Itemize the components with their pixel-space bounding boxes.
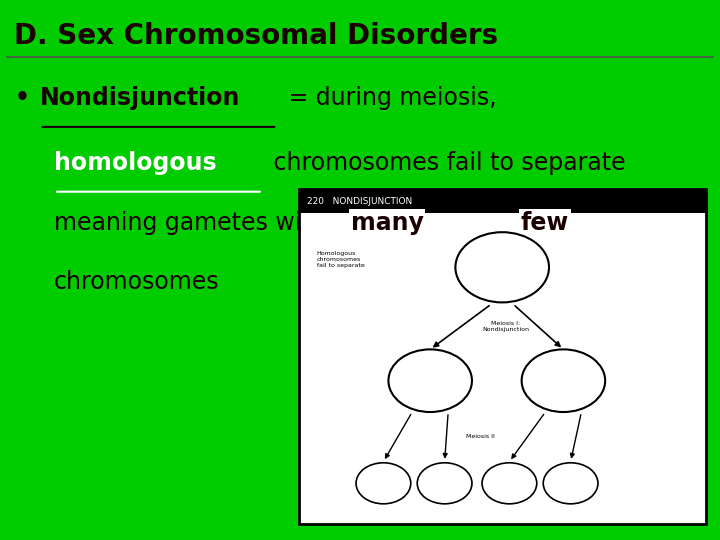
Text: or too: or too (431, 211, 516, 234)
FancyBboxPatch shape (299, 189, 706, 524)
Text: 220   NONDISJUNCTION: 220 NONDISJUNCTION (307, 197, 413, 206)
Text: chromosomes: chromosomes (54, 270, 220, 294)
Text: Meiosis I:
Nondisjunction: Meiosis I: Nondisjunction (482, 321, 529, 332)
Text: many: many (351, 211, 423, 234)
Text: few: few (521, 211, 569, 234)
Text: meaning gametes with too: meaning gametes with too (54, 211, 379, 234)
Text: = during meiosis,: = during meiosis, (281, 86, 496, 110)
Text: Nondisjunction: Nondisjunction (40, 86, 240, 110)
Text: chromosomes fail to separate: chromosomes fail to separate (266, 151, 626, 175)
Text: Meiosis II: Meiosis II (466, 434, 495, 440)
Text: D. Sex Chromosomal Disorders: D. Sex Chromosomal Disorders (14, 22, 498, 50)
Text: Homologous
chromosomes
fail to separate: Homologous chromosomes fail to separate (317, 251, 364, 267)
Text: •: • (14, 86, 30, 110)
Text: homologous: homologous (54, 151, 217, 175)
FancyBboxPatch shape (299, 189, 706, 213)
